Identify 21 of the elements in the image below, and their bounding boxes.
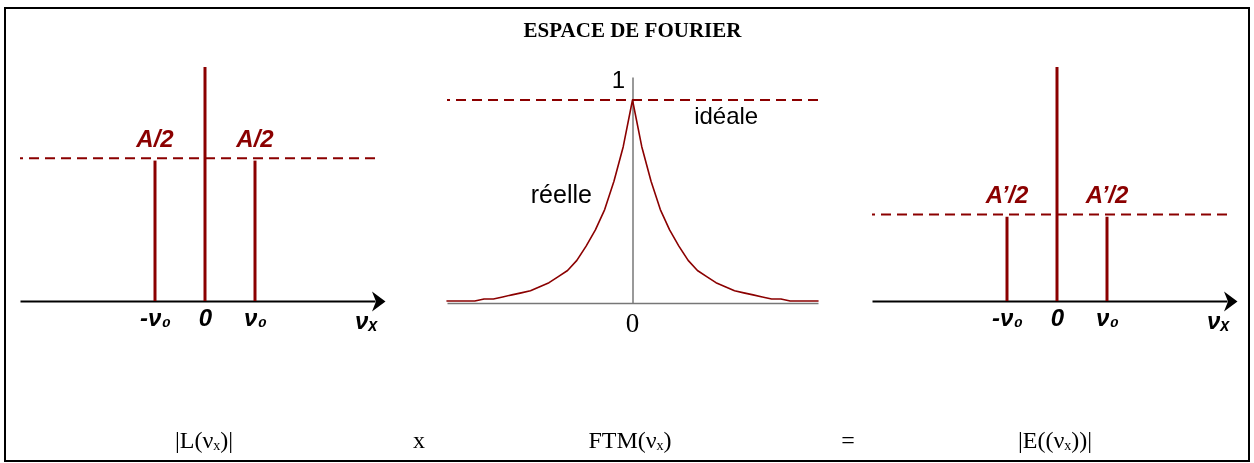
text: |E((νₓ))| [1017, 426, 1093, 455]
annotation: A/2 [135, 124, 175, 152]
x-tick-label: ν₀ [1096, 303, 1119, 331]
x-tick-label: ν₀ [244, 303, 267, 331]
x-tick-label: 0 [198, 303, 213, 331]
annotation: A’/2 [984, 180, 1029, 208]
annotation: 1 [611, 66, 626, 93]
annotation: A/2 [235, 124, 275, 152]
ref-line-label: idéale [694, 102, 759, 129]
text: |L(νₓ)| [174, 426, 234, 455]
x-tick-label: -ν₀ [140, 303, 171, 331]
annotation: A’/2 [1084, 180, 1129, 208]
text: x [413, 426, 425, 455]
text: FTM(νₓ) [588, 426, 672, 455]
text: = [841, 426, 855, 455]
series-label: réelle [530, 180, 592, 209]
x-axis-title: νₓ [355, 306, 379, 334]
x-axis-title: νₓ [1207, 306, 1231, 334]
x-tick-label: -ν₀ [992, 303, 1023, 331]
chart-title: ESPACE DE FOURIER [523, 18, 743, 42]
x-tick-label: 0 [1050, 303, 1065, 331]
